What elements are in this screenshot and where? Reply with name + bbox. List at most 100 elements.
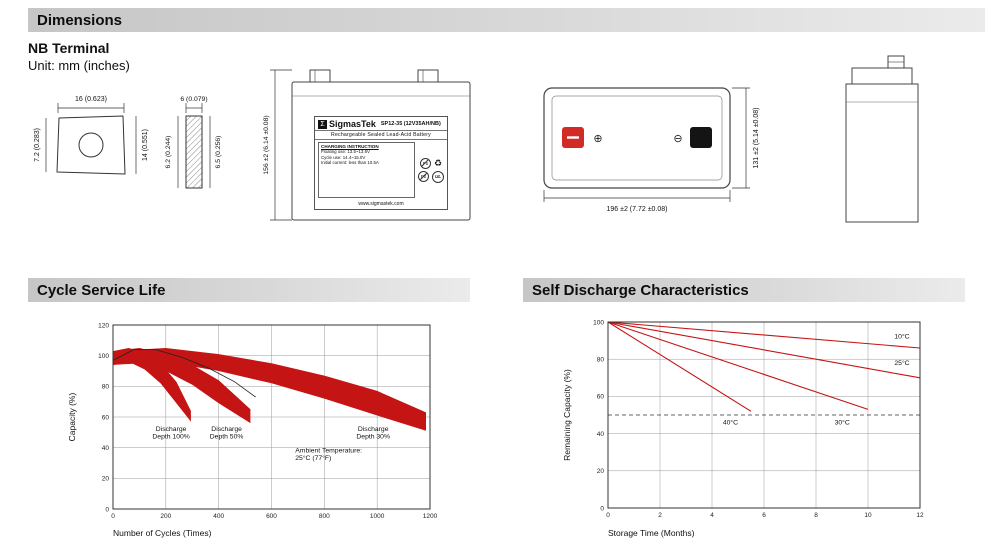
model-number: SP12-35 (12V35AH/NB) [380, 121, 441, 127]
negative-symbol: ⊖ [673, 133, 682, 145]
charging-title: CHARGING INSTRUCTION [321, 144, 379, 149]
dimension-lines [543, 87, 750, 202]
y-tick-label: 0 [105, 506, 109, 513]
y-tick-label: 80 [597, 357, 605, 364]
chart-annotation: 10°C [894, 333, 909, 341]
chart-annotation: 25°C [894, 359, 909, 367]
self-discharge-header: Self Discharge Characteristics [523, 278, 965, 302]
y-tick-label: 100 [98, 353, 109, 360]
battery-type-text: Rechargeable Sealed Lead-Acid Battery [315, 130, 447, 140]
charging-line: Initial current: less than 10.5A [321, 160, 379, 166]
x-tick-label: 10 [864, 512, 872, 519]
dimension-lines [45, 103, 137, 174]
unit-note: Unit: mm (inches) [28, 58, 130, 73]
chart-annotation: Ambient Temperature: [295, 447, 362, 454]
chart-annotation: 30°C [835, 418, 850, 426]
pb-icon: Pb [419, 157, 431, 169]
side-outline [845, 55, 919, 223]
dimensions-header: Dimensions [28, 8, 985, 32]
line-series-40°C [607, 321, 752, 412]
chart-annotation: Depth 50% [210, 433, 244, 440]
label-header: Σ SigmasTek SP12-35 (12V35AH/NB) [315, 117, 447, 130]
brand-name: SigmasTek [329, 119, 376, 129]
y-tick-label: 60 [102, 414, 110, 421]
label-icons: Pb ♻ Pb UL [418, 142, 444, 198]
plot-border [607, 321, 921, 509]
x-tick-label: 1000 [370, 513, 385, 520]
chart-annotation: 25°C (77°F) [295, 454, 331, 462]
terminal-width-dim: 16 (0.623) [75, 96, 107, 103]
chart-annotation: Discharge [156, 426, 187, 433]
cycle-service-life-chart: 0 200 400 600 800 1000 1200 0 20 40 60 80 100 120 Disc… [67, 322, 438, 538]
charging-instruction-box: CHARGING INSTRUCTION Floating use: 13.5~… [318, 142, 415, 198]
top-depth-dim: 131 ±2 (5.14 ±0.08) [753, 107, 760, 168]
line-series-30°C [607, 321, 869, 410]
front-view-drawing: 156 ±2 (6.14 ±0.08) Σ SigmasTek SP12-35 … [262, 50, 482, 230]
cycle-service-life-title: Cycle Service Life [37, 281, 166, 299]
y-tick-label: 40 [102, 445, 110, 452]
terminal-height-right-dim: 14 (0.551) [142, 129, 149, 161]
x-tick-label: 800 [319, 513, 330, 520]
y-tick-label: 20 [102, 476, 110, 483]
charging-line: Floating use: 13.5~13.6V [321, 149, 370, 154]
x-tick-label: 400 [213, 513, 224, 520]
top-width-dim: 196 ±2 (7.72 ±0.08) [606, 206, 667, 213]
band-series-2 [113, 348, 426, 431]
chart-annotation: Depth 100% [152, 433, 189, 440]
negative-terminal-black [690, 127, 712, 148]
terminal-front-drawing: 16 (0.623) 7.2 (0.283) 14 (0.551) [34, 96, 149, 175]
section-width-dim: 6 (0.079) [180, 96, 207, 103]
x-tick-label: 4 [710, 512, 714, 519]
x-axis-label: Storage Time (Months) [608, 528, 695, 538]
terminal-height-left-dim: 7.2 (0.283) [34, 128, 41, 162]
terminal-section-shape [185, 115, 203, 189]
chart-annotation: 40°C [723, 418, 738, 426]
icon-row: Pb UL [418, 170, 444, 183]
dimensions-title: Dimensions [37, 11, 123, 29]
line-series-capacity-envelope [112, 349, 256, 398]
y-tick-label: 80 [102, 384, 110, 391]
y-tick-label: 100 [593, 319, 604, 326]
side-view-drawing [845, 55, 919, 223]
x-tick-label: 12 [916, 512, 924, 519]
x-tick-label: 6 [762, 512, 766, 519]
ul-certification-icon: UL [432, 170, 444, 183]
chart-annotation: Depth 30% [356, 433, 390, 440]
self-discharge-title: Self Discharge Characteristics [532, 281, 749, 299]
pb-icon: Pb [418, 171, 429, 182]
label-middle: CHARGING INSTRUCTION Floating use: 13.5~… [315, 140, 447, 200]
y-tick-label: 0 [600, 505, 604, 512]
section-depth-left-dim: 6.2 (0.244) [165, 136, 172, 169]
y-tick-label: 120 [98, 322, 109, 329]
x-tick-label: 600 [266, 513, 277, 520]
x-tick-label: 0 [111, 513, 115, 520]
chart-annotation: Discharge [358, 426, 389, 433]
y-tick-label: 20 [597, 468, 605, 475]
chart-annotation: Discharge [211, 426, 242, 433]
dimension-lines [177, 103, 211, 188]
icon-row: Pb ♻ [419, 157, 443, 169]
recycle-icon: ♻ [433, 157, 443, 168]
charging-line: Cycle use: 14.4~15.0V [321, 154, 366, 160]
front-height-dim: 156 ±2 (6.14 ±0.08) [263, 115, 270, 174]
nb-terminal-subtitle: NB Terminal [28, 40, 110, 56]
dimension-lines [270, 69, 292, 221]
x-axis-label: Number of Cycles (Times) [113, 528, 212, 538]
section-depth-right-dim: 6.5 (0.256) [215, 136, 222, 169]
y-axis-label: Capacity (%) [67, 393, 77, 442]
y-tick-label: 60 [597, 394, 605, 401]
line-series-10°C [607, 321, 921, 349]
positive-symbol: ⊕ [593, 133, 602, 145]
x-tick-label: 0 [606, 512, 610, 519]
brand-logo-icon: Σ [318, 119, 327, 129]
y-axis-label: Remaining Capacity (%) [562, 369, 572, 461]
x-tick-label: 2 [658, 512, 662, 519]
terminal-shape [56, 115, 126, 175]
terminal-section-drawing: 6 (0.079) 6.2 (0.244) 6.5 (0.256) [165, 96, 222, 189]
cycle-service-life-header: Cycle Service Life [28, 278, 470, 302]
case-outline [543, 87, 731, 189]
x-tick-label: 1200 [423, 513, 438, 520]
x-tick-label: 8 [814, 512, 818, 519]
website-text: www.sigmastek.com [358, 201, 404, 207]
